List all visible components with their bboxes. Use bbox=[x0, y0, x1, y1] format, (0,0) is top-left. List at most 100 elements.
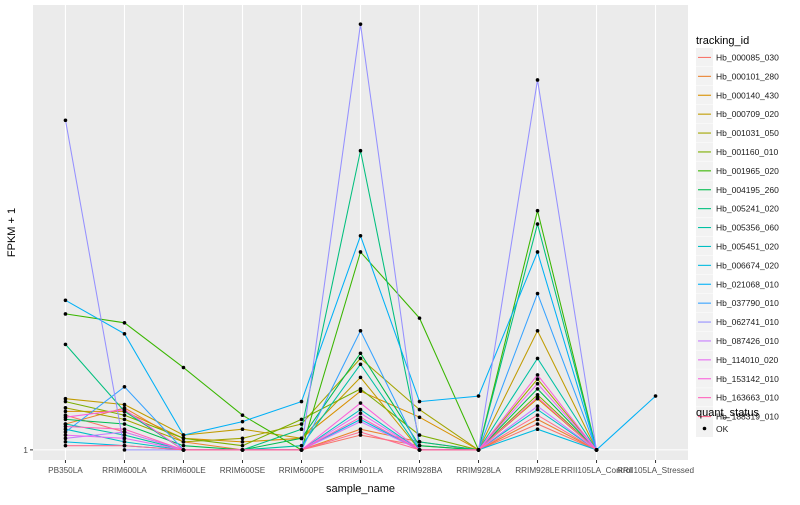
data-point bbox=[417, 448, 422, 452]
legend-label: Hb_188319_010 bbox=[716, 412, 779, 422]
x-tick-label: RRII105LA_Stressed bbox=[617, 466, 694, 475]
data-point bbox=[535, 78, 540, 82]
data-point bbox=[240, 448, 245, 452]
x-axis-title: sample_name bbox=[326, 483, 395, 495]
y-tick-label: 1 bbox=[23, 445, 28, 455]
legend-label: Hb_005356_060 bbox=[716, 223, 779, 233]
data-point bbox=[535, 222, 540, 226]
data-point bbox=[535, 413, 540, 417]
data-point bbox=[417, 399, 422, 404]
data-point bbox=[594, 448, 599, 452]
data-point bbox=[299, 422, 304, 426]
data-point bbox=[358, 22, 363, 26]
data-point bbox=[122, 422, 127, 426]
data-point bbox=[122, 436, 127, 441]
data-point bbox=[63, 409, 68, 414]
data-point bbox=[535, 291, 540, 296]
data-point bbox=[358, 415, 363, 420]
series-line bbox=[65, 292, 597, 451]
data-point bbox=[535, 404, 540, 408]
legend-label: Hb_006674_020 bbox=[716, 260, 779, 270]
data-point bbox=[122, 417, 127, 422]
data-point bbox=[122, 332, 127, 336]
data-point bbox=[358, 328, 363, 333]
data-point bbox=[358, 362, 363, 367]
legend-label: Hb_000085_030 bbox=[716, 52, 779, 62]
data-point bbox=[181, 433, 186, 437]
legend-label: Hb_000140_430 bbox=[716, 90, 779, 100]
legend-label: Hb_000101_280 bbox=[716, 71, 779, 81]
data-point bbox=[417, 440, 422, 444]
data-point bbox=[535, 387, 540, 391]
legend-items: Hb_000085_030 Hb_000101_280 Hb_000140_430 H… bbox=[696, 48, 779, 426]
data-point bbox=[417, 443, 422, 448]
series-lines bbox=[64, 24, 656, 452]
data-point bbox=[240, 427, 245, 432]
data-point bbox=[417, 433, 422, 437]
legend-label: Hb_037790_010 bbox=[716, 298, 779, 308]
data-point bbox=[122, 430, 127, 434]
series-line bbox=[65, 374, 597, 451]
data-point bbox=[476, 448, 481, 452]
data-point bbox=[358, 148, 363, 153]
data-point bbox=[358, 427, 363, 432]
x-tick-label: RRIM600LA bbox=[102, 466, 147, 475]
data-point bbox=[535, 422, 540, 426]
data-point bbox=[181, 443, 186, 448]
data-point bbox=[63, 406, 68, 410]
legend-label: Hb_114010_020 bbox=[716, 355, 779, 365]
data-point bbox=[63, 430, 68, 434]
data-point bbox=[122, 413, 127, 417]
data-point bbox=[535, 417, 540, 422]
data-point bbox=[122, 427, 127, 432]
data-point bbox=[358, 419, 363, 424]
legend-title: tracking_id bbox=[696, 35, 749, 47]
x-tick-label: RRIM928LE bbox=[515, 466, 560, 475]
data-point bbox=[299, 448, 304, 452]
data-point bbox=[535, 328, 540, 333]
data-point bbox=[535, 392, 540, 397]
data-points bbox=[63, 22, 658, 452]
data-point bbox=[63, 415, 68, 420]
legend-label: Hb_005451_020 bbox=[716, 241, 779, 251]
data-point bbox=[358, 351, 363, 356]
data-point bbox=[358, 430, 363, 434]
x-axis: PB350LA RRIM600LA RRIM600LE RRIM600SE RRIM60… bbox=[48, 460, 694, 475]
legend-label: Hb_001965_020 bbox=[716, 166, 779, 176]
data-point bbox=[358, 433, 363, 437]
data-point bbox=[358, 375, 363, 380]
x-tick-label: RRIM600SE bbox=[220, 466, 266, 475]
series-line bbox=[65, 329, 597, 451]
shape-legend-dot-icon bbox=[702, 426, 707, 431]
series-line bbox=[65, 352, 597, 451]
data-point bbox=[358, 387, 363, 391]
data-point bbox=[63, 440, 68, 444]
x-tick-label: RRII105LA_Control bbox=[561, 466, 632, 475]
legend-label: Hb_021068_010 bbox=[716, 279, 779, 289]
data-point bbox=[535, 377, 540, 381]
legend-label: Hb_000709_020 bbox=[716, 109, 779, 119]
series-line bbox=[65, 382, 597, 451]
series-line bbox=[65, 405, 597, 451]
data-point bbox=[299, 443, 304, 448]
data-point bbox=[240, 440, 245, 444]
data-point bbox=[417, 407, 422, 412]
data-point bbox=[240, 419, 245, 424]
legend-label: Hb_001160_010 bbox=[716, 147, 779, 157]
series-line bbox=[65, 150, 598, 451]
y-axis-title: FPKM + 1 bbox=[6, 208, 18, 257]
data-point bbox=[358, 250, 363, 254]
data-point bbox=[63, 436, 68, 441]
x-tick-label: RRIM901LA bbox=[338, 466, 383, 475]
series-line bbox=[65, 408, 597, 451]
data-point bbox=[63, 118, 68, 123]
shape-legend-label: OK bbox=[716, 424, 729, 434]
data-point bbox=[63, 427, 68, 432]
legend-label: Hb_001031_050 bbox=[716, 128, 779, 138]
data-point bbox=[181, 448, 186, 452]
data-point bbox=[535, 250, 540, 254]
series-line bbox=[64, 24, 598, 451]
data-point bbox=[63, 298, 68, 303]
data-point bbox=[63, 312, 68, 316]
